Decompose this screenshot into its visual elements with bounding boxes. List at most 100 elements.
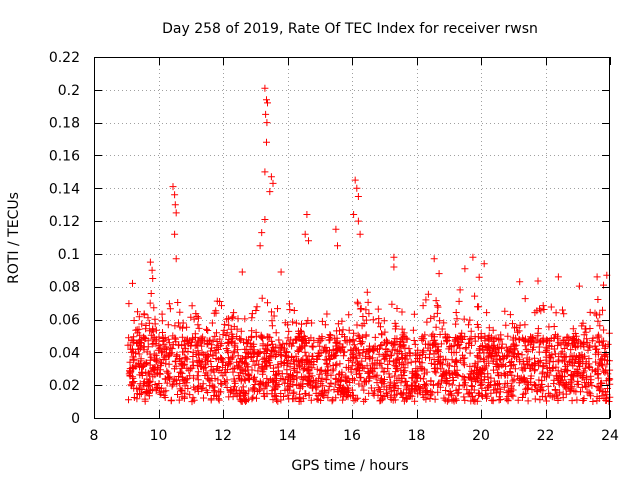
- data-point: [589, 334, 597, 342]
- data-point: [467, 327, 475, 335]
- data-point: [206, 336, 214, 344]
- data-point: [339, 343, 347, 351]
- data-point: [397, 379, 405, 387]
- data-point: [484, 383, 491, 391]
- data-point: [230, 347, 238, 355]
- data-point: [171, 201, 179, 209]
- data-point: [581, 364, 589, 372]
- data-point: [602, 397, 610, 404]
- x-tick-label: 12: [214, 428, 232, 444]
- data-point: [426, 395, 434, 402]
- data-point: [389, 383, 397, 391]
- data-point: [198, 385, 206, 393]
- data-point: [543, 347, 550, 355]
- data-point: [269, 396, 277, 404]
- data-point: [271, 353, 279, 360]
- data-point: [199, 380, 207, 388]
- data-point: [393, 305, 401, 312]
- data-point: [389, 341, 397, 349]
- data-point: [507, 388, 515, 395]
- data-point: [253, 394, 260, 402]
- data-point: [146, 327, 154, 335]
- data-point: [335, 388, 343, 396]
- data-point: [567, 372, 575, 379]
- data-point: [126, 358, 134, 366]
- data-point: [263, 96, 270, 104]
- data-point: [350, 211, 358, 218]
- data-point: [429, 381, 437, 389]
- data-point: [155, 341, 163, 349]
- data-point: [157, 390, 165, 398]
- data-point: [504, 371, 512, 379]
- data-point: [126, 341, 134, 349]
- data-point: [380, 383, 388, 391]
- data-point: [516, 278, 524, 286]
- data-point: [152, 326, 160, 334]
- data-point: [150, 304, 158, 312]
- data-point: [531, 309, 539, 317]
- data-point: [523, 357, 531, 365]
- data-point: [186, 391, 194, 399]
- data-point: [140, 382, 148, 390]
- data-point: [206, 377, 214, 385]
- data-point: [180, 393, 188, 401]
- data-point: [290, 356, 297, 364]
- data-point: [253, 303, 261, 311]
- data-point: [383, 389, 391, 397]
- data-point: [266, 188, 274, 196]
- data-point: [153, 369, 161, 377]
- data-point: [546, 391, 554, 399]
- data-point: [217, 380, 225, 387]
- data-point: [428, 332, 436, 340]
- data-point: [249, 357, 257, 365]
- data-point: [527, 333, 534, 341]
- data-point: [149, 328, 157, 336]
- data-point: [146, 299, 154, 307]
- data-point: [452, 358, 460, 366]
- data-point: [130, 317, 138, 324]
- data-point: [217, 369, 225, 377]
- data-point: [125, 370, 133, 378]
- data-point: [194, 347, 202, 355]
- data-point: [267, 173, 275, 181]
- data-point: [369, 316, 377, 324]
- data-point: [448, 381, 456, 389]
- data-point: [460, 376, 468, 384]
- data-point: [348, 386, 356, 394]
- data-point: [283, 356, 291, 364]
- data-point: [488, 350, 496, 357]
- data-point: [308, 342, 316, 350]
- data-point: [422, 296, 430, 304]
- data-point: [165, 360, 173, 368]
- data-point: [138, 368, 145, 376]
- data-point: [279, 340, 287, 348]
- data-point: [268, 387, 276, 395]
- data-point: [370, 347, 378, 355]
- data-point: [421, 388, 429, 396]
- data-point: [516, 356, 524, 364]
- data-point: [544, 382, 552, 390]
- data-point: [474, 323, 482, 331]
- data-point: [355, 380, 363, 388]
- data-point: [239, 383, 247, 391]
- data-point: [398, 308, 406, 316]
- data-point: [494, 371, 502, 379]
- data-point: [442, 355, 450, 363]
- y-tick-label: 0.16: [49, 148, 80, 164]
- data-point: [336, 360, 344, 368]
- data-point: [324, 367, 331, 374]
- data-point: [229, 313, 237, 321]
- data-point: [442, 387, 450, 394]
- data-point: [298, 343, 306, 351]
- data-point: [172, 209, 180, 217]
- data-point: [130, 394, 138, 401]
- data-point: [539, 334, 547, 342]
- data-point: [151, 315, 159, 323]
- data-point: [436, 352, 444, 360]
- y-tick-label: 0.06: [49, 313, 80, 329]
- data-point: [478, 377, 485, 385]
- data-point: [559, 379, 567, 387]
- data-point: [244, 350, 252, 358]
- data-point: [418, 365, 426, 373]
- data-point: [398, 325, 406, 333]
